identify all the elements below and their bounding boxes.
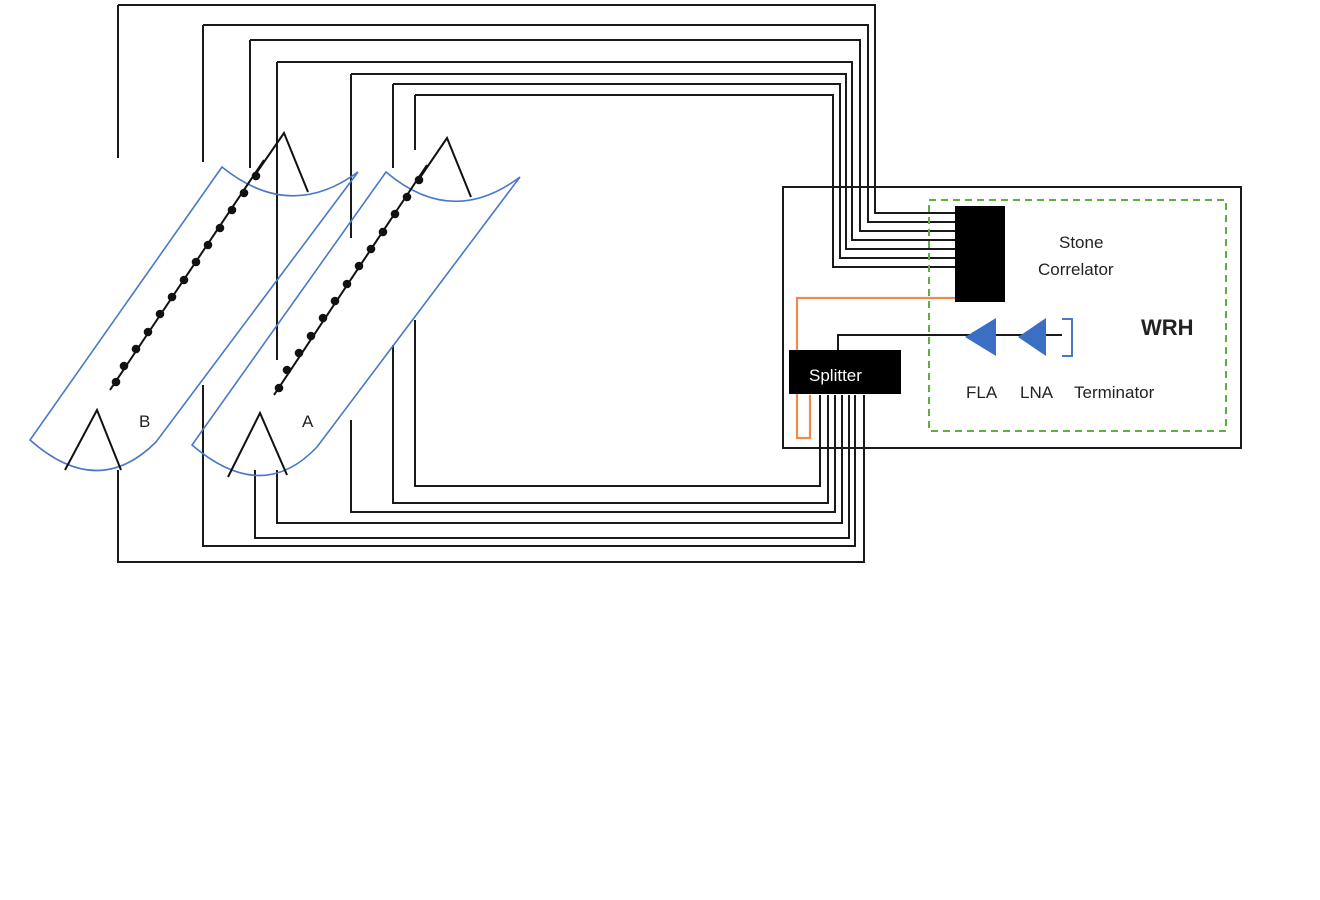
bracket-terminator-icon <box>1062 318 1073 357</box>
cross-dipole-icon <box>294 348 304 358</box>
splitter-label: Splitter <box>809 366 862 385</box>
triangle-amplifier-icon <box>965 318 996 356</box>
splitter-feed-line <box>795 296 955 440</box>
cross-dipole-icon <box>179 275 189 285</box>
cross-dipole-icon <box>414 175 424 185</box>
antenna-b-trough <box>28 165 359 472</box>
cross-dipole-icon <box>330 296 340 306</box>
antenna-a-trough <box>190 170 521 477</box>
cross-dipole-icon <box>318 313 328 323</box>
cable-5 <box>351 73 955 250</box>
cross-dipole-icon <box>282 365 292 375</box>
antenna-a-label: A <box>302 412 314 431</box>
antenna-b-feed-top <box>252 130 309 193</box>
lna-label: LNA <box>1020 383 1054 402</box>
antenna-b-dipoles <box>111 171 261 387</box>
correlator-label-line2: Correlator <box>1038 260 1114 279</box>
wrh-boundary <box>928 199 1227 432</box>
antenna-a-feed-bottom <box>227 410 288 478</box>
cable-2 <box>203 24 955 223</box>
cable-6 <box>393 83 955 259</box>
cable-low-6 <box>392 345 829 504</box>
cross-dipole-icon <box>203 240 213 250</box>
cross-dipole-icon <box>155 309 165 319</box>
cable-3 <box>250 39 955 232</box>
cable-low-3 <box>254 395 850 539</box>
cable-7 <box>415 94 955 268</box>
cross-dipole-icon <box>251 171 261 181</box>
cross-dipole-icon <box>390 209 400 219</box>
receiver-building <box>782 186 1242 449</box>
cross-dipole-icon <box>239 188 249 198</box>
antenna-a-dipoles <box>274 175 424 393</box>
antenna-b-label: B <box>139 412 150 431</box>
cable-low-2 <box>202 385 856 547</box>
cross-dipole-icon <box>111 377 121 387</box>
cable-4 <box>277 61 955 241</box>
wrh-label: WRH <box>1141 315 1194 340</box>
cable-1 <box>118 4 955 214</box>
stone-correlator-block <box>955 206 1005 302</box>
terminator-label: Terminator <box>1074 383 1155 402</box>
correlator-label-line1: Stone <box>1059 233 1103 252</box>
cable-low-5 <box>350 395 836 513</box>
cable-bundle <box>117 4 955 563</box>
cross-dipole-icon <box>274 383 284 393</box>
cross-dipole-icon <box>119 361 129 371</box>
cable-low-1 <box>117 395 865 563</box>
cross-dipole-icon <box>354 261 364 271</box>
antenna-b: B <box>28 130 359 472</box>
cross-dipole-icon <box>402 192 412 202</box>
cable-low-4 <box>276 395 843 524</box>
cross-dipole-icon <box>167 292 177 302</box>
cross-dipole-icon <box>143 327 153 337</box>
cross-dipole-icon <box>378 227 388 237</box>
cross-dipole-icon <box>131 344 141 354</box>
cross-dipole-icon <box>215 223 225 233</box>
antenna-a: A <box>190 135 521 478</box>
antenna-b-feed-bottom <box>64 407 122 471</box>
cross-dipole-icon <box>366 244 376 254</box>
cable-low-7 <box>414 320 821 487</box>
fla-label: FLA <box>966 383 998 402</box>
cross-dipole-icon <box>227 205 237 215</box>
cross-dipole-icon <box>191 257 201 267</box>
triangle-amplifier-icon <box>1018 318 1046 356</box>
cross-dipole-icon <box>342 279 352 289</box>
antenna-a-feed-top <box>416 135 472 198</box>
splitter-block <box>789 350 901 394</box>
cross-dipole-icon <box>306 331 316 341</box>
